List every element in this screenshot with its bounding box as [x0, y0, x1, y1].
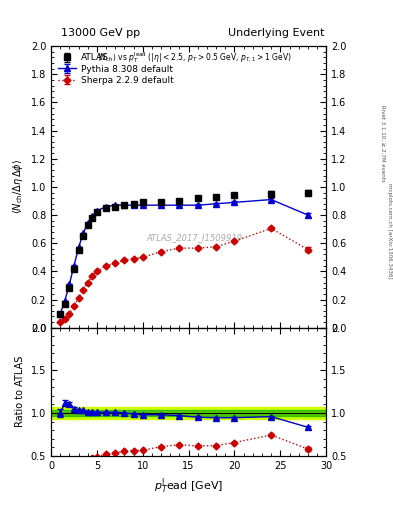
Text: mcplots.cern.ch [arXiv:1306.3436]: mcplots.cern.ch [arXiv:1306.3436]	[387, 183, 391, 278]
Text: Rivet 3.1.10, ≥ 2.7M events: Rivet 3.1.10, ≥ 2.7M events	[381, 105, 386, 182]
X-axis label: $p_T^{\rm l}$ead [GeV]: $p_T^{\rm l}$ead [GeV]	[154, 476, 223, 496]
Y-axis label: Ratio to ATLAS: Ratio to ATLAS	[15, 356, 25, 428]
Text: ATLAS_2017_I1509919: ATLAS_2017_I1509919	[146, 233, 242, 242]
Y-axis label: $\langle N_{\rm ch}/\Delta\eta\,\Delta\phi\rangle$: $\langle N_{\rm ch}/\Delta\eta\,\Delta\p…	[11, 159, 25, 215]
Text: Underlying Event: Underlying Event	[228, 28, 324, 38]
Legend: ATLAS, Pythia 8.308 default, Sherpa 2.2.9 default: ATLAS, Pythia 8.308 default, Sherpa 2.2.…	[55, 51, 176, 88]
Text: $\langle N_{\rm ch}\rangle$ vs $p_{T}^{\rm lead}$ ($|\eta| < 2.5,\, p_{T} > 0.5$: $\langle N_{\rm ch}\rangle$ vs $p_{T}^{\…	[97, 50, 292, 65]
Text: 13000 GeV pp: 13000 GeV pp	[61, 28, 140, 38]
